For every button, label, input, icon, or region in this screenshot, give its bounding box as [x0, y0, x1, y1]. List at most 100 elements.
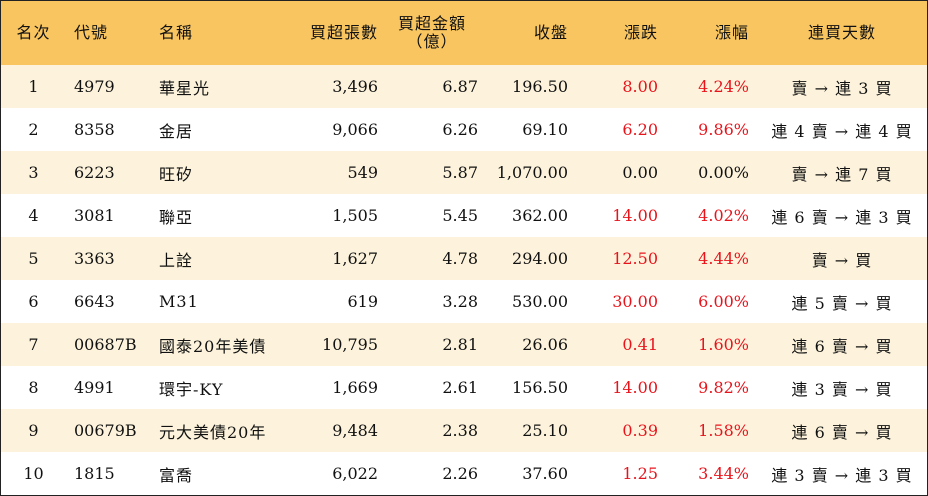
cell-net-buy-lots: 549 — [347, 163, 378, 182]
cell-net-buy-amount: 2.26 — [442, 464, 478, 483]
cell-change: 0.39 — [622, 421, 658, 440]
cell-name: 環宇-KY — [159, 379, 224, 399]
cell-code: 4979 — [74, 77, 115, 96]
cell-net-buy-lots: 6,022 — [332, 464, 378, 483]
cell-net-buy-lots: 9,066 — [332, 120, 378, 139]
cell-code: 6643 — [74, 292, 115, 311]
cell-close: 362.00 — [512, 206, 568, 225]
cell-close: 25.10 — [522, 421, 568, 440]
header-net-buy-lots: 買超張數 — [309, 23, 378, 42]
cell-consecutive-days: 賣 → 買 — [811, 250, 873, 270]
table-row: 4 3081 聯亞 1,505 5.45 362.00 14.00 4.02% 連 6 賣 → … — [1, 194, 927, 237]
cell-name: 聯亞 — [159, 207, 194, 227]
cell-change-pct: 9.82% — [698, 378, 749, 397]
cell-close: 196.50 — [512, 77, 568, 96]
cell-rank: 3 — [28, 163, 39, 182]
cell-rank: 5 — [28, 249, 39, 268]
cell-code: 6223 — [74, 163, 115, 182]
cell-net-buy-amount: 4.78 — [442, 249, 478, 268]
cell-close: 26.06 — [522, 335, 568, 354]
cell-change-pct: 4.24% — [698, 77, 749, 96]
cell-consecutive-days: 賣 → 連 3 買 — [791, 78, 893, 98]
cell-close: 530.00 — [512, 292, 568, 311]
cell-change: 14.00 — [612, 206, 658, 225]
table-row: 2 8358 金居 9,066 6.26 69.10 6.20 9.86% 連 4 賣 → 連 … — [1, 108, 927, 151]
cell-net-buy-lots: 1,669 — [332, 378, 378, 397]
table-row: 3 6223 旺矽 549 5.87 1,070.00 0.00 0.00% 賣 → 連 7 買 — [1, 151, 927, 194]
cell-close: 294.00 — [512, 249, 568, 268]
header-consecutive-days: 連買天數 — [807, 23, 876, 42]
header-close: 收盤 — [533, 23, 568, 42]
cell-close: 156.50 — [512, 378, 568, 397]
cell-close: 1,070.00 — [496, 163, 568, 182]
cell-change: 6.20 — [622, 120, 658, 139]
cell-change: 14.00 — [612, 378, 658, 397]
header-rank: 名次 — [16, 23, 51, 42]
cell-net-buy-amount: 2.61 — [442, 378, 478, 397]
cell-rank: 2 — [28, 120, 39, 139]
cell-rank: 9 — [28, 421, 39, 440]
table-header: 名次 代號 名稱 買超張數 買超金額 （億） 收盤 漲跌 漲幅 連買天數 — [1, 1, 927, 65]
table-row: 5 3363 上詮 1,627 4.78 294.00 12.50 4.44% 賣 → 買 — [1, 237, 927, 280]
cell-net-buy-lots: 1,627 — [332, 249, 378, 268]
table-row: 6 6643 M31 619 3.28 530.00 30.00 6.00% 連 5 賣 → 買 — [1, 280, 927, 323]
cell-net-buy-amount: 2.38 — [442, 421, 478, 440]
cell-rank: 4 — [28, 206, 39, 225]
cell-rank: 1 — [28, 77, 39, 96]
table-row: 8 4991 環宇-KY 1,669 2.61 156.50 14.00 9.82% 連 3 賣… — [1, 366, 927, 409]
header-net-buy-amount-line1: 買超金額 — [397, 14, 466, 33]
cell-consecutive-days: 連 5 賣 → 買 — [791, 293, 893, 313]
table-row: 9 00679B 元大美債20年 9,484 2.38 25.10 0.39 1.58% 連 6… — [1, 409, 927, 452]
cell-net-buy-lots: 9,484 — [332, 421, 378, 440]
header-change: 漲跌 — [623, 23, 658, 42]
cell-rank: 8 — [28, 378, 39, 397]
cell-consecutive-days: 賣 → 連 7 買 — [791, 164, 893, 184]
cell-change: 12.50 — [612, 249, 658, 268]
cell-name: 國泰20年美債 — [159, 336, 267, 356]
cell-code: 00679B — [74, 421, 137, 440]
cell-net-buy-amount: 5.45 — [442, 206, 478, 225]
cell-rank: 10 — [23, 464, 44, 483]
cell-close: 37.60 — [522, 464, 568, 483]
cell-net-buy-amount: 6.87 — [442, 77, 478, 96]
cell-change-pct: 4.02% — [698, 206, 749, 225]
header-row: 名次 代號 名稱 買超張數 買超金額 （億） 收盤 漲跌 漲幅 連買天數 — [1, 1, 927, 65]
cell-code: 1815 — [74, 464, 115, 483]
cell-net-buy-lots: 619 — [347, 292, 378, 311]
cell-consecutive-days: 連 4 賣 → 連 4 買 — [771, 121, 913, 141]
cell-name: 華星光 — [159, 78, 211, 98]
cell-rank: 7 — [28, 335, 39, 354]
header-name: 名稱 — [159, 23, 194, 42]
header-change-pct: 漲幅 — [714, 23, 749, 42]
cell-code: 00687B — [74, 335, 137, 354]
cell-code: 3081 — [74, 206, 115, 225]
cell-change: 0.41 — [622, 335, 658, 354]
cell-net-buy-amount: 2.81 — [442, 335, 478, 354]
cell-change-pct: 9.86% — [698, 120, 749, 139]
cell-name: 旺矽 — [159, 164, 194, 184]
cell-net-buy-lots: 10,795 — [322, 335, 378, 354]
cell-change: 30.00 — [612, 292, 658, 311]
header-code: 代號 — [74, 23, 109, 42]
cell-change-pct: 1.58% — [698, 421, 749, 440]
cell-name: 富喬 — [159, 465, 194, 485]
cell-net-buy-amount: 5.87 — [442, 163, 478, 182]
cell-change: 0.00 — [622, 163, 658, 182]
cell-code: 4991 — [74, 378, 115, 397]
cell-name: M31 — [159, 292, 199, 311]
cell-net-buy-lots: 3,496 — [332, 77, 378, 96]
cell-code: 3363 — [74, 249, 115, 268]
cell-change-pct: 1.60% — [698, 335, 749, 354]
cell-consecutive-days: 連 3 賣 → 連 3 買 — [771, 465, 913, 485]
cell-change-pct: 4.44% — [698, 249, 749, 268]
cell-net-buy-amount: 6.26 — [442, 120, 478, 139]
cell-name: 上詮 — [159, 250, 194, 270]
cell-change-pct: 3.44% — [698, 464, 749, 483]
cell-code: 8358 — [74, 120, 115, 139]
header-net-buy-amount: 買超金額 （億） — [386, 1, 486, 65]
cell-consecutive-days: 連 6 賣 → 買 — [791, 422, 893, 442]
cell-consecutive-days: 連 3 賣 → 買 — [791, 379, 893, 399]
table-body: 1 4979 華星光 3,496 6.87 196.50 8.00 4.24% 賣 → 連 3 … — [1, 65, 927, 495]
